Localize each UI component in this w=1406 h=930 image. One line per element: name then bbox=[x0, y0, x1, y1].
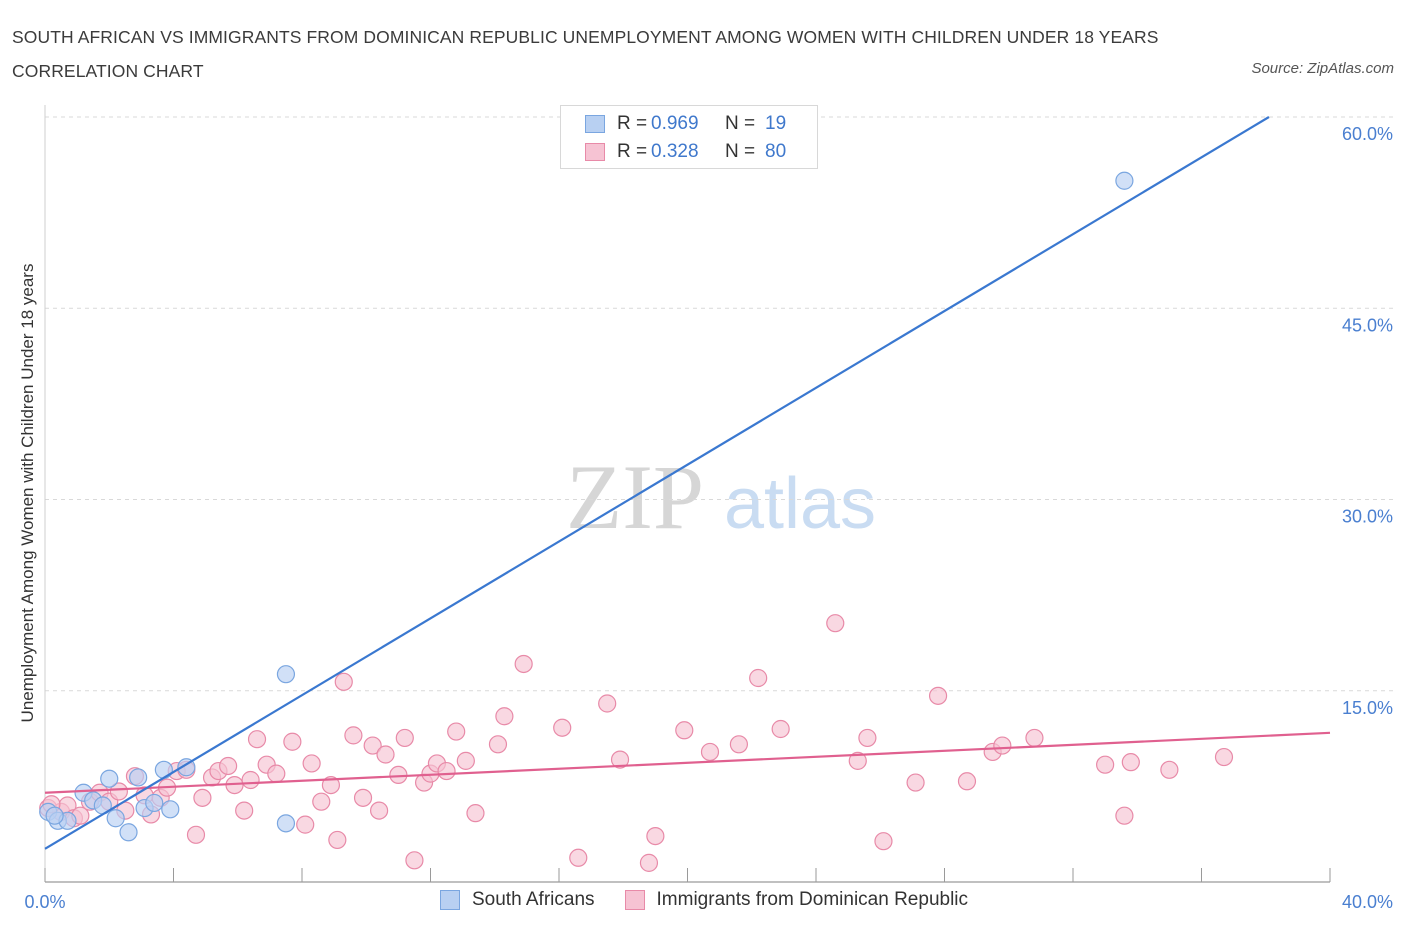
dominican-point bbox=[334, 672, 353, 691]
dominican-point bbox=[312, 792, 331, 811]
dominican-point bbox=[302, 754, 321, 773]
dominican-point bbox=[370, 801, 389, 820]
south-african-trendline bbox=[44, 116, 1270, 850]
dominican-point bbox=[488, 735, 508, 754]
legend-n-value: 80 bbox=[765, 141, 787, 162]
dominican-point bbox=[296, 815, 315, 834]
y-tick-label: 30.0% bbox=[1342, 507, 1393, 527]
legend-r-label: R = bbox=[617, 113, 648, 134]
dominican-point bbox=[569, 848, 588, 867]
dominican-point bbox=[646, 826, 665, 846]
y-tick-label: 45.0% bbox=[1342, 315, 1393, 335]
series-legend-dominican[interactable]: Immigrants from Dominican Republic bbox=[624, 889, 969, 911]
legend-n-label: N = bbox=[725, 113, 756, 134]
dominican-point bbox=[1025, 728, 1044, 748]
legend-swatch-blue bbox=[440, 890, 460, 910]
dominican-point bbox=[639, 853, 659, 872]
dominican-point bbox=[405, 851, 424, 870]
dominican-point bbox=[1121, 753, 1140, 772]
correlation-legend: R = 0.969 N = 19 R = 0.328 N = 80 bbox=[560, 105, 818, 169]
south-african-point bbox=[1115, 171, 1134, 190]
south-african-point bbox=[45, 806, 64, 825]
dominican-point bbox=[395, 728, 414, 748]
dominican-point bbox=[1115, 806, 1134, 825]
dominican-point bbox=[283, 732, 302, 751]
y-tick-label: 15.0% bbox=[1342, 698, 1393, 718]
dominican-point bbox=[928, 686, 948, 705]
legend-row-dominican: R = 0.328 N = 80 bbox=[585, 140, 786, 164]
dominican-point bbox=[466, 804, 485, 823]
south-african-point bbox=[129, 768, 148, 787]
south-african-point bbox=[276, 814, 296, 833]
south-african-point bbox=[161, 800, 180, 819]
south-african-point bbox=[145, 793, 164, 813]
legend-r-value: 0.969 bbox=[651, 113, 699, 134]
legend-r-value: 0.328 bbox=[651, 141, 699, 162]
dominican-point bbox=[729, 735, 749, 754]
dominican-point bbox=[1160, 760, 1179, 779]
dominican-point bbox=[193, 788, 212, 807]
south-african-point bbox=[276, 665, 296, 684]
dominican-point bbox=[437, 761, 456, 781]
chart-title: SOUTH AFRICAN VS IMMIGRANTS FROM DOMINIC… bbox=[12, 27, 1159, 81]
x-tick-label: 40.0% bbox=[1342, 892, 1393, 912]
dominican-point bbox=[376, 745, 395, 764]
dominican-point bbox=[241, 770, 260, 790]
dominican-point bbox=[353, 788, 373, 807]
dominican-point bbox=[321, 775, 341, 795]
dominican-point bbox=[456, 751, 475, 770]
dominican-point bbox=[874, 832, 893, 851]
dominican-point bbox=[495, 707, 514, 726]
legend-row-south-africans: R = 0.969 N = 19 bbox=[585, 112, 786, 136]
source-note: Source: ZipAtlas.com bbox=[1251, 60, 1394, 77]
dominican-point bbox=[219, 756, 238, 776]
dominican-point bbox=[447, 722, 466, 741]
dominican-point bbox=[826, 614, 845, 633]
y-tick-label: 60.0% bbox=[1342, 124, 1393, 144]
south-african-point bbox=[154, 760, 173, 779]
dominican-point bbox=[848, 751, 867, 770]
dominican-point bbox=[700, 742, 720, 762]
dominican-point bbox=[771, 719, 790, 739]
dominican-point bbox=[749, 668, 768, 688]
dominican-point bbox=[610, 750, 630, 769]
legend-n-value: 19 bbox=[765, 113, 787, 134]
south-african-point bbox=[100, 769, 119, 788]
dominican-point bbox=[267, 764, 286, 783]
x-tick-label: 0.0% bbox=[24, 892, 65, 912]
legend-swatch-blue bbox=[585, 115, 605, 133]
legend-swatch-pink bbox=[585, 143, 605, 161]
dominican-point bbox=[598, 694, 617, 713]
dominican-point bbox=[993, 736, 1012, 755]
dominican-point bbox=[906, 773, 925, 792]
south-african-point bbox=[119, 823, 138, 842]
dominican-point bbox=[363, 736, 382, 755]
watermark-atlas: atlas bbox=[724, 464, 876, 544]
dominican-point bbox=[858, 728, 877, 748]
dominican-point bbox=[235, 801, 254, 820]
series-legend-label: Immigrants from Dominican Republic bbox=[656, 889, 969, 910]
dominican-point bbox=[328, 830, 347, 850]
dominican-point bbox=[675, 721, 694, 740]
dominican-point bbox=[514, 654, 533, 674]
series-legend: South Africans Immigrants from Dominican… bbox=[440, 889, 998, 911]
dominican-point bbox=[186, 825, 206, 844]
dominican-point bbox=[247, 730, 267, 749]
dominican-point bbox=[1214, 747, 1234, 767]
dominican-point bbox=[553, 718, 572, 737]
dominican-point bbox=[109, 782, 128, 801]
legend-n-label: N = bbox=[725, 141, 756, 162]
dominican-point bbox=[1096, 755, 1115, 774]
south-african-point bbox=[106, 809, 125, 828]
series-legend-label: South Africans bbox=[472, 889, 595, 910]
series-legend-south-africans[interactable]: South Africans bbox=[440, 889, 595, 911]
dominican-point bbox=[957, 772, 977, 791]
legend-r-label: R = bbox=[617, 141, 648, 162]
dominican-trendline bbox=[44, 731, 1331, 794]
legend-swatch-pink bbox=[624, 890, 645, 910]
dominican-point bbox=[344, 726, 363, 745]
